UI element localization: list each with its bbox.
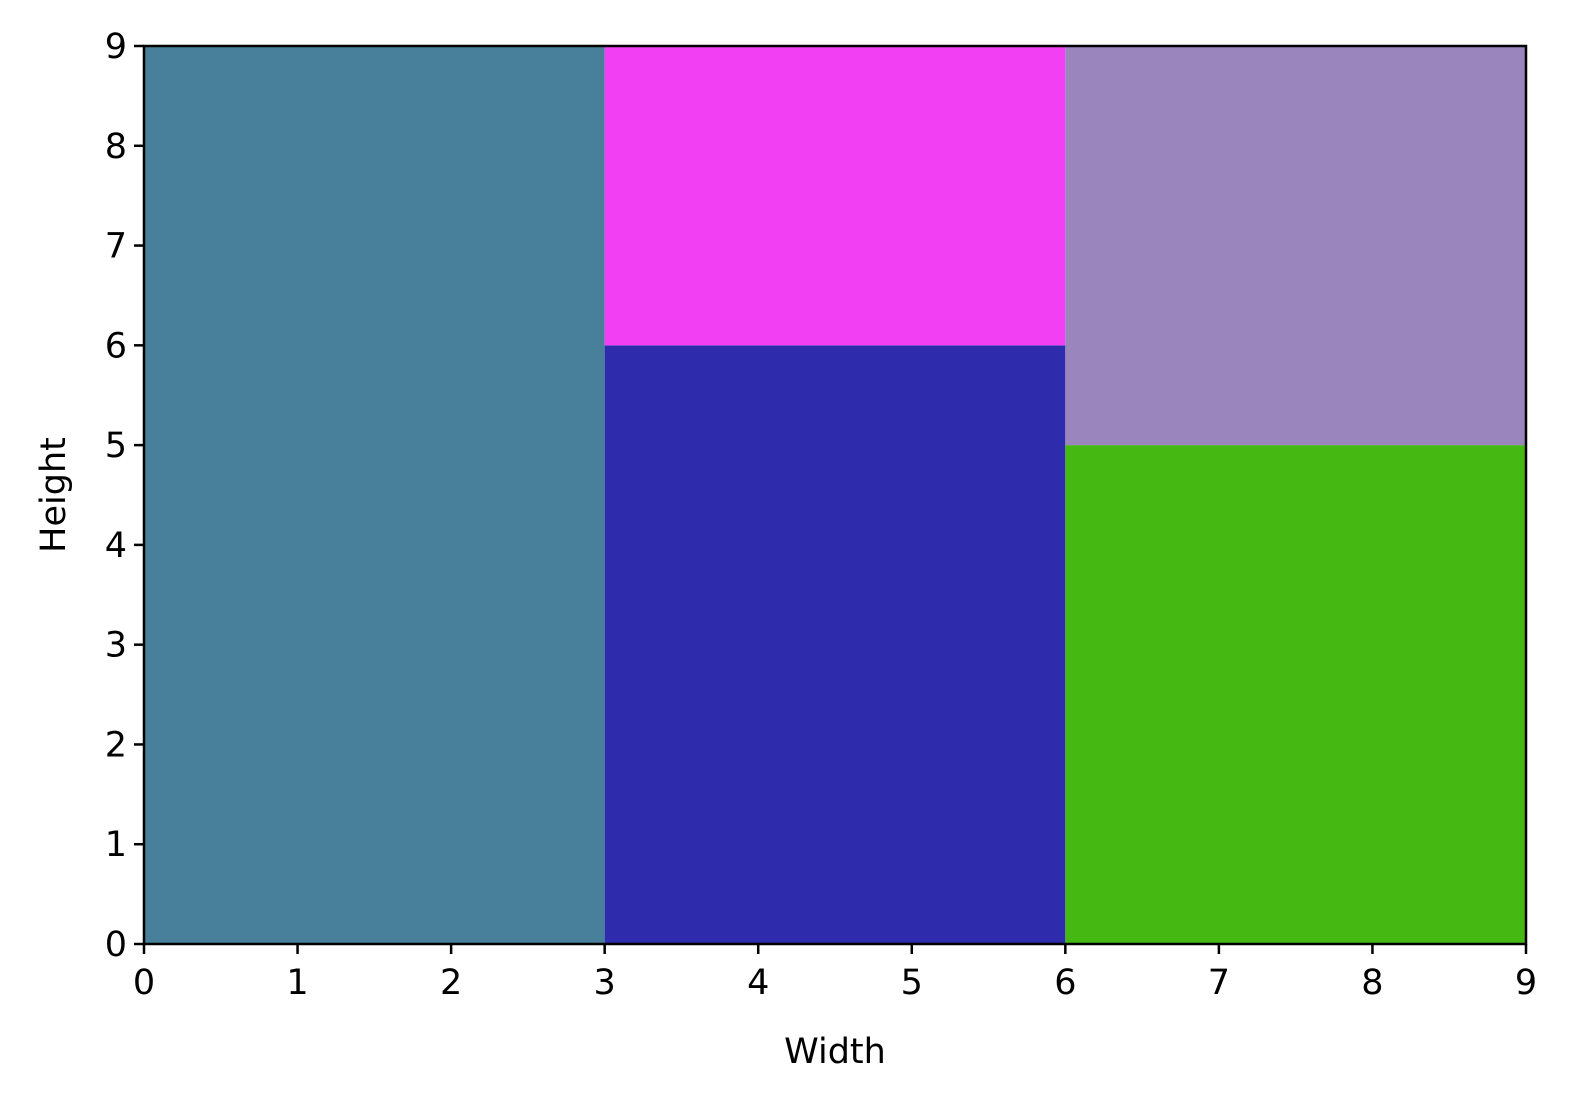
treemap-rect-4 bbox=[1065, 445, 1526, 944]
y-tick-label: 9 bbox=[105, 27, 127, 67]
x-axis-label: Width bbox=[784, 1032, 886, 1072]
treemap-rect-1 bbox=[144, 46, 605, 944]
y-tick-label: 8 bbox=[105, 127, 127, 167]
x-tick-label: 5 bbox=[901, 963, 923, 1003]
x-tick-label: 8 bbox=[1361, 963, 1383, 1003]
x-tick-label: 3 bbox=[594, 963, 616, 1003]
x-tick-label: 6 bbox=[1054, 963, 1076, 1003]
treemap-rect-2 bbox=[604, 345, 1066, 944]
x-tick-label: 1 bbox=[286, 963, 308, 1003]
y-tick-label: 1 bbox=[105, 825, 127, 865]
y-tick-label: 7 bbox=[105, 227, 127, 267]
y-tick-label: 4 bbox=[105, 526, 127, 566]
treemap-rect-3 bbox=[604, 46, 1066, 346]
x-tick-label: 9 bbox=[1515, 963, 1537, 1003]
y-tick-label: 5 bbox=[105, 426, 127, 466]
x-tick-label: 0 bbox=[133, 963, 155, 1003]
y-tick-label: 2 bbox=[105, 725, 127, 765]
rectangles-layer bbox=[144, 46, 1526, 944]
x-tick-label: 2 bbox=[440, 963, 462, 1003]
y-tick-label: 3 bbox=[105, 626, 127, 666]
treemap-rect-5 bbox=[1065, 46, 1526, 446]
x-axis-ticks: 0 1 2 3 4 5 6 7 8 9 bbox=[133, 944, 1537, 1003]
y-tick-label: 6 bbox=[105, 326, 127, 366]
y-axis-ticks: 0 1 2 3 4 5 6 7 8 9 bbox=[105, 27, 144, 965]
y-tick-label: 0 bbox=[105, 925, 127, 965]
x-tick-label: 7 bbox=[1208, 963, 1230, 1003]
y-axis-label: Height bbox=[34, 437, 74, 553]
plot-frame bbox=[142, 44, 1528, 946]
x-tick-label: 4 bbox=[747, 963, 769, 1003]
